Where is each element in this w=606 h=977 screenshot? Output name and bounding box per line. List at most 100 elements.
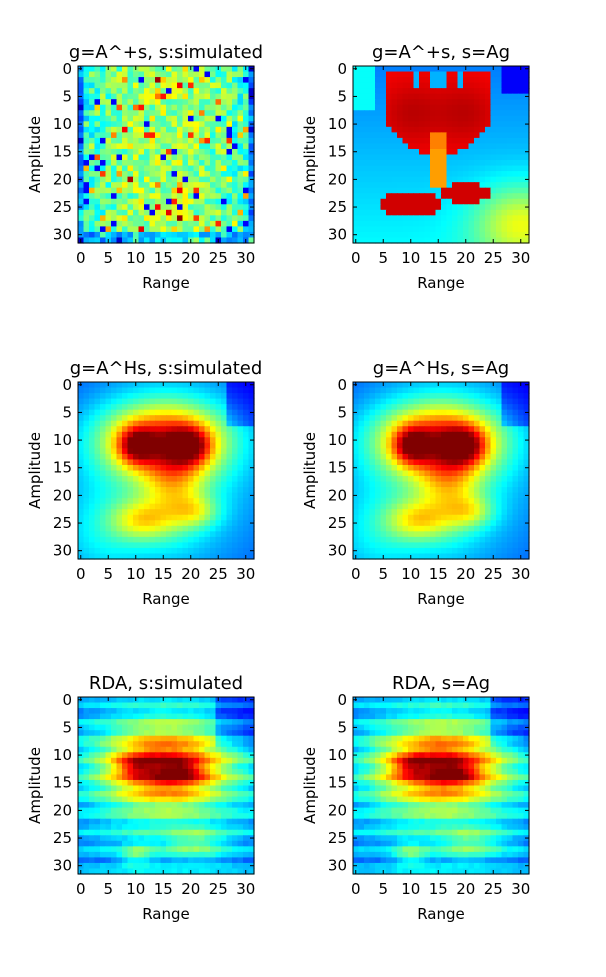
heatmap-cell (215, 193, 222, 200)
heatmap-cell (369, 525, 376, 532)
heatmap-cell (523, 404, 530, 411)
heatmap-cell (83, 459, 90, 466)
heatmap-cell (386, 143, 393, 150)
heatmap-cell (182, 509, 189, 516)
heatmap-cell (177, 498, 184, 505)
heatmap-cell (512, 77, 519, 84)
heatmap-cell (160, 220, 167, 228)
heatmap-cell (171, 702, 178, 709)
heatmap-cell (413, 536, 420, 544)
heatmap-cell (215, 741, 222, 748)
heatmap-cell (193, 453, 200, 461)
heatmap-cell (468, 121, 475, 128)
heatmap-cell (375, 110, 382, 117)
heatmap-cell (391, 237, 398, 244)
heatmap-cell (435, 448, 442, 455)
heatmap-cell (182, 536, 189, 544)
heatmap-cell (424, 431, 431, 438)
heatmap-cell (193, 132, 200, 139)
heatmap-cell (413, 121, 420, 128)
heatmap-cell (369, 404, 376, 411)
heatmap-cell (435, 520, 442, 527)
heatmap-cell (386, 542, 393, 549)
heatmap-cell (182, 154, 189, 161)
heatmap-cell (166, 708, 173, 715)
heatmap-cell (149, 741, 156, 748)
heatmap-cell (166, 542, 173, 549)
heatmap-cell (144, 503, 151, 510)
heatmap-cell (182, 193, 189, 200)
heatmap-cell (100, 818, 107, 825)
heatmap-cell (133, 193, 140, 200)
heatmap-cell (193, 520, 200, 527)
heatmap-cell (177, 71, 184, 78)
heatmap-cell (408, 531, 415, 538)
heatmap-cell (193, 498, 200, 505)
heatmap-cell (452, 553, 459, 560)
heatmap-cell (490, 198, 497, 205)
heatmap-cell (138, 88, 145, 95)
heatmap-cell (441, 215, 448, 222)
heatmap-cell (446, 77, 453, 84)
heatmap-cell (149, 487, 156, 494)
heatmap-cell (133, 763, 140, 770)
heatmap-cell (160, 198, 167, 205)
heatmap-cell (193, 415, 200, 422)
heatmap-cell (215, 387, 222, 394)
heatmap-cell (391, 71, 398, 78)
heatmap-cell (243, 393, 250, 400)
heatmap-cell (133, 802, 140, 809)
heatmap-cell (441, 193, 448, 200)
heatmap-cell (221, 398, 228, 405)
heatmap-cell (386, 431, 393, 438)
heatmap-cell (111, 553, 118, 560)
heatmap-cell (144, 774, 151, 781)
heatmap-cell (386, 148, 393, 156)
heatmap-cell (226, 503, 233, 510)
heatmap-cell (199, 198, 206, 205)
heatmap-cell (111, 171, 118, 178)
heatmap-cell (89, 779, 96, 787)
heatmap-cell (188, 791, 195, 798)
heatmap-cell (380, 464, 387, 472)
heatmap-cell (496, 198, 503, 205)
heatmap-cell (204, 796, 211, 803)
heatmap-cell (419, 553, 426, 560)
heatmap-cell (177, 481, 184, 488)
heatmap-cell (100, 137, 107, 145)
heatmap-cell (479, 520, 486, 527)
heatmap-cell (364, 503, 371, 510)
heatmap-cell (358, 531, 365, 538)
heatmap-cell (518, 143, 525, 150)
heatmap-cell (210, 813, 217, 820)
heatmap-cell (402, 154, 409, 161)
heatmap-cell (237, 757, 244, 764)
heatmap-cell (446, 464, 453, 472)
heatmap-cell (518, 448, 525, 455)
heatmap-cell (188, 398, 195, 405)
heatmap-cell (122, 741, 129, 748)
heatmap-cell (408, 182, 415, 189)
heatmap-cell (149, 735, 156, 742)
heatmap-cell (127, 431, 134, 438)
heatmap-cell (78, 757, 85, 764)
heatmap-cell (523, 426, 530, 433)
heatmap-cell (507, 88, 514, 95)
heatmap-cell (78, 713, 85, 720)
heatmap-cell (182, 104, 189, 111)
heatmap-cell (155, 813, 162, 820)
heatmap-cell (188, 807, 195, 814)
heatmap-cell (391, 409, 398, 416)
heatmap-cell (237, 785, 244, 792)
heatmap-cell (364, 487, 371, 494)
heatmap-cell (518, 536, 525, 544)
heatmap-cell (94, 393, 101, 400)
heatmap-cell (463, 437, 470, 444)
heatmap-cell (232, 713, 239, 720)
heatmap-cell (507, 165, 514, 172)
heatmap-cell (182, 730, 189, 737)
heatmap-cell (463, 110, 470, 117)
heatmap-cell (177, 393, 184, 400)
heatmap-cell (171, 708, 178, 715)
heatmap-cell (446, 198, 453, 205)
